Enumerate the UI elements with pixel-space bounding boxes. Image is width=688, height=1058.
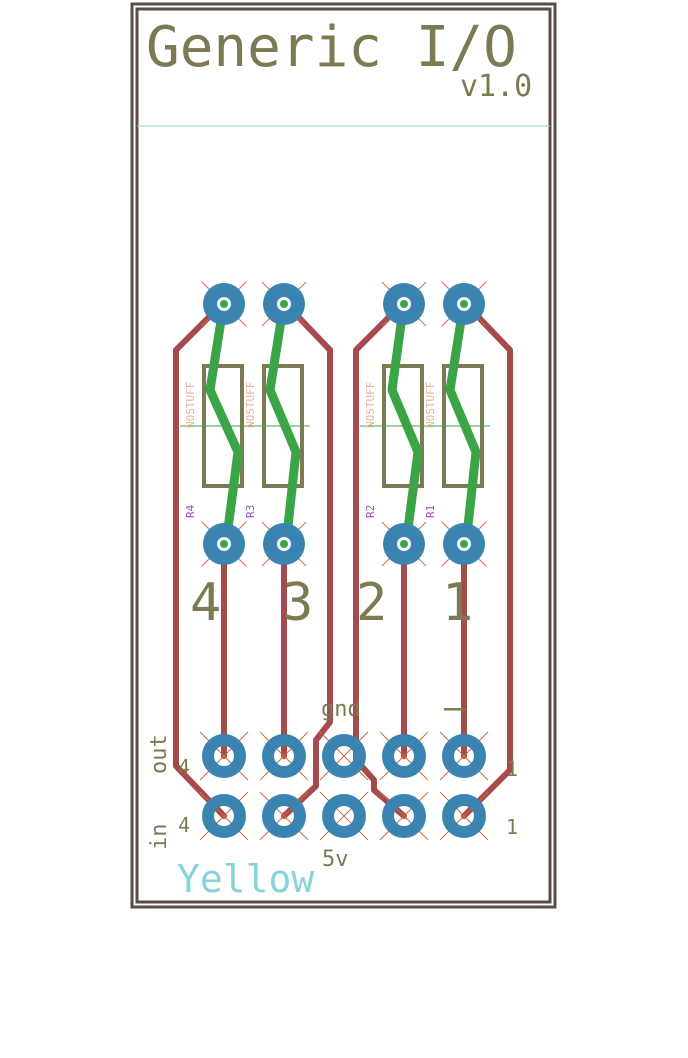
resistor-pads bbox=[203, 283, 485, 565]
channel-number-2: 2 bbox=[356, 573, 387, 633]
r2-pad-top bbox=[383, 283, 425, 325]
out-right-pin-number: 1 bbox=[506, 757, 518, 781]
resistor-value-r2: NOSTUFF bbox=[364, 382, 377, 428]
bottom-traces bbox=[173, 299, 513, 819]
resistor-value-r4: NOSTUFF bbox=[184, 382, 197, 428]
header-pad-in2 bbox=[382, 794, 426, 838]
r3-pad-top bbox=[263, 283, 305, 325]
channel-number-1: 1 bbox=[442, 573, 473, 633]
trace-r2-top-to-in2 bbox=[353, 299, 407, 819]
header-pad-in4 bbox=[202, 794, 246, 838]
header-pad-out4 bbox=[202, 734, 246, 778]
header-pad-5v bbox=[322, 794, 366, 838]
header-pad-in1 bbox=[442, 794, 486, 838]
header-pad-gnd bbox=[322, 734, 366, 778]
resistor-label-r1: R1 bbox=[424, 505, 437, 518]
trace-r4-top-to-in4 bbox=[173, 299, 227, 819]
trace-r3-top-to-in3 bbox=[281, 299, 333, 819]
board-outline-inner bbox=[135, 7, 552, 904]
header-pads bbox=[202, 734, 486, 838]
r1-pad-bottom bbox=[443, 523, 485, 565]
board-outline-outer bbox=[130, 2, 557, 909]
r4-top-trace bbox=[205, 297, 243, 549]
in-right-pin-number: 1 bbox=[506, 815, 518, 839]
fivev-label: 5v bbox=[322, 847, 349, 872]
color-label: Yellow bbox=[177, 857, 314, 901]
board-version: v1.0 bbox=[460, 69, 532, 104]
top-traces bbox=[205, 297, 481, 549]
header-pad-in3 bbox=[262, 794, 306, 838]
r2-pad-bottom bbox=[383, 523, 425, 565]
resistor-label-r2: R2 bbox=[364, 505, 377, 518]
out-left-pin-number: 4 bbox=[178, 755, 190, 779]
r2-top-trace bbox=[387, 297, 423, 549]
r1-top-trace bbox=[445, 297, 481, 549]
r4-pad-top bbox=[203, 283, 245, 325]
header-pad-out3 bbox=[262, 734, 306, 778]
header-pad-out2 bbox=[382, 734, 426, 778]
gnd-label: gnd bbox=[321, 697, 361, 722]
resistor-value-r3: NOSTUFF bbox=[244, 382, 257, 428]
resistor-label-r4: R4 bbox=[184, 504, 197, 518]
resistor-label-r3: R3 bbox=[244, 505, 257, 518]
board-title: Generic I/O bbox=[146, 15, 517, 80]
r3-pad-bottom bbox=[263, 523, 305, 565]
out-label: out bbox=[147, 734, 172, 774]
minus-sign: — bbox=[444, 687, 466, 728]
r3-top-trace bbox=[265, 297, 301, 549]
r4-pad-bottom bbox=[203, 523, 245, 565]
channel-number-4: 4 bbox=[190, 573, 221, 633]
channel-number-3: 3 bbox=[282, 573, 313, 633]
r1-pad-top bbox=[443, 283, 485, 325]
resistor-value-r1: NOSTUFF bbox=[424, 382, 437, 428]
in-label: in bbox=[147, 824, 172, 851]
in-left-pin-number: 4 bbox=[178, 813, 190, 837]
header-pad-out1 bbox=[442, 734, 486, 778]
